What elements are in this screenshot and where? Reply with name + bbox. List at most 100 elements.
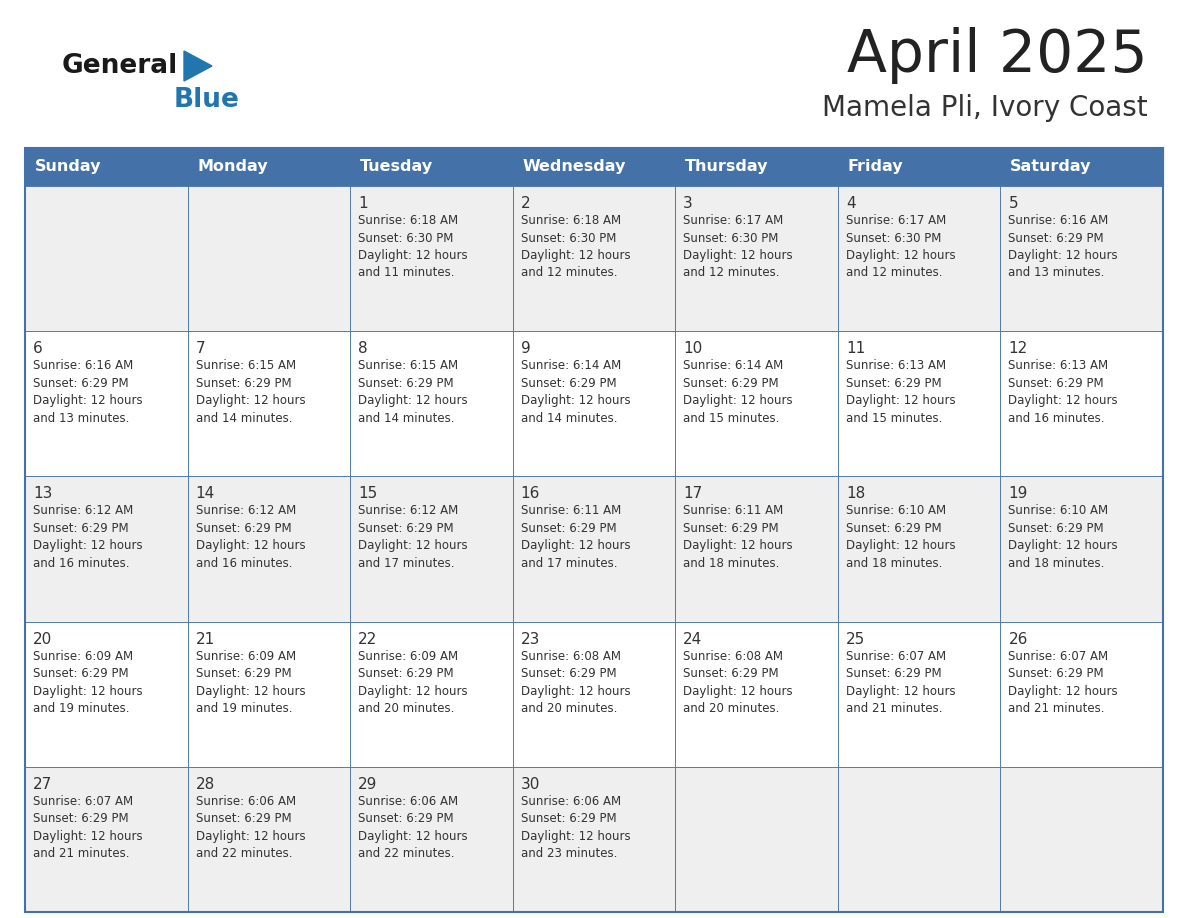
Text: Sunrise: 6:12 AM
Sunset: 6:29 PM
Daylight: 12 hours
and 16 minutes.: Sunrise: 6:12 AM Sunset: 6:29 PM Dayligh… bbox=[196, 504, 305, 570]
Text: 30: 30 bbox=[520, 777, 541, 792]
Text: 28: 28 bbox=[196, 777, 215, 792]
Bar bbox=[513, 331, 675, 476]
Text: Thursday: Thursday bbox=[685, 160, 769, 174]
Text: Wednesday: Wednesday bbox=[523, 160, 626, 174]
Bar bbox=[188, 621, 350, 767]
Text: Sunrise: 6:11 AM
Sunset: 6:29 PM
Daylight: 12 hours
and 17 minutes.: Sunrise: 6:11 AM Sunset: 6:29 PM Dayligh… bbox=[520, 504, 631, 570]
Text: Sunrise: 6:13 AM
Sunset: 6:29 PM
Daylight: 12 hours
and 16 minutes.: Sunrise: 6:13 AM Sunset: 6:29 PM Dayligh… bbox=[1009, 359, 1118, 425]
Text: Sunrise: 6:10 AM
Sunset: 6:29 PM
Daylight: 12 hours
and 18 minutes.: Sunrise: 6:10 AM Sunset: 6:29 PM Dayligh… bbox=[846, 504, 955, 570]
Text: Sunrise: 6:16 AM
Sunset: 6:29 PM
Daylight: 12 hours
and 13 minutes.: Sunrise: 6:16 AM Sunset: 6:29 PM Dayligh… bbox=[1009, 214, 1118, 279]
Text: Sunrise: 6:08 AM
Sunset: 6:29 PM
Daylight: 12 hours
and 20 minutes.: Sunrise: 6:08 AM Sunset: 6:29 PM Dayligh… bbox=[520, 650, 631, 715]
Text: 15: 15 bbox=[358, 487, 378, 501]
Text: Sunrise: 6:14 AM
Sunset: 6:29 PM
Daylight: 12 hours
and 14 minutes.: Sunrise: 6:14 AM Sunset: 6:29 PM Dayligh… bbox=[520, 359, 631, 425]
Text: Sunrise: 6:12 AM
Sunset: 6:29 PM
Daylight: 12 hours
and 17 minutes.: Sunrise: 6:12 AM Sunset: 6:29 PM Dayligh… bbox=[358, 504, 468, 570]
Bar bbox=[350, 476, 513, 621]
Text: Monday: Monday bbox=[197, 160, 268, 174]
Bar bbox=[350, 767, 513, 912]
Bar bbox=[25, 148, 1163, 912]
Text: Tuesday: Tuesday bbox=[360, 160, 432, 174]
Text: Sunrise: 6:08 AM
Sunset: 6:29 PM
Daylight: 12 hours
and 20 minutes.: Sunrise: 6:08 AM Sunset: 6:29 PM Dayligh… bbox=[683, 650, 792, 715]
Bar bbox=[838, 148, 1000, 186]
Bar bbox=[350, 331, 513, 476]
Text: 3: 3 bbox=[683, 196, 693, 211]
Text: Sunrise: 6:16 AM
Sunset: 6:29 PM
Daylight: 12 hours
and 13 minutes.: Sunrise: 6:16 AM Sunset: 6:29 PM Dayligh… bbox=[33, 359, 143, 425]
Text: April 2025: April 2025 bbox=[847, 27, 1148, 84]
Bar bbox=[675, 148, 838, 186]
Bar bbox=[25, 476, 188, 621]
Text: 2: 2 bbox=[520, 196, 530, 211]
Bar bbox=[838, 767, 1000, 912]
Text: 18: 18 bbox=[846, 487, 865, 501]
Bar bbox=[25, 148, 188, 186]
Bar bbox=[25, 186, 188, 331]
Text: 17: 17 bbox=[683, 487, 702, 501]
Text: Sunrise: 6:09 AM
Sunset: 6:29 PM
Daylight: 12 hours
and 19 minutes.: Sunrise: 6:09 AM Sunset: 6:29 PM Dayligh… bbox=[33, 650, 143, 715]
Text: Sunrise: 6:07 AM
Sunset: 6:29 PM
Daylight: 12 hours
and 21 minutes.: Sunrise: 6:07 AM Sunset: 6:29 PM Dayligh… bbox=[846, 650, 955, 715]
Text: Sunrise: 6:17 AM
Sunset: 6:30 PM
Daylight: 12 hours
and 12 minutes.: Sunrise: 6:17 AM Sunset: 6:30 PM Dayligh… bbox=[846, 214, 955, 279]
Text: 20: 20 bbox=[33, 632, 52, 646]
Bar bbox=[1000, 476, 1163, 621]
Text: 14: 14 bbox=[196, 487, 215, 501]
Text: Sunrise: 6:12 AM
Sunset: 6:29 PM
Daylight: 12 hours
and 16 minutes.: Sunrise: 6:12 AM Sunset: 6:29 PM Dayligh… bbox=[33, 504, 143, 570]
Text: 21: 21 bbox=[196, 632, 215, 646]
Text: 29: 29 bbox=[358, 777, 378, 792]
Bar bbox=[1000, 767, 1163, 912]
Bar bbox=[838, 476, 1000, 621]
Text: 9: 9 bbox=[520, 341, 531, 356]
Bar bbox=[513, 767, 675, 912]
Bar bbox=[513, 148, 675, 186]
Bar bbox=[25, 621, 188, 767]
Bar bbox=[1000, 621, 1163, 767]
Text: Sunrise: 6:11 AM
Sunset: 6:29 PM
Daylight: 12 hours
and 18 minutes.: Sunrise: 6:11 AM Sunset: 6:29 PM Dayligh… bbox=[683, 504, 792, 570]
Text: Sunrise: 6:15 AM
Sunset: 6:29 PM
Daylight: 12 hours
and 14 minutes.: Sunrise: 6:15 AM Sunset: 6:29 PM Dayligh… bbox=[196, 359, 305, 425]
Bar bbox=[675, 621, 838, 767]
Text: 26: 26 bbox=[1009, 632, 1028, 646]
Text: Sunrise: 6:18 AM
Sunset: 6:30 PM
Daylight: 12 hours
and 12 minutes.: Sunrise: 6:18 AM Sunset: 6:30 PM Dayligh… bbox=[520, 214, 631, 279]
Bar bbox=[188, 148, 350, 186]
Text: 24: 24 bbox=[683, 632, 702, 646]
Text: Sunrise: 6:18 AM
Sunset: 6:30 PM
Daylight: 12 hours
and 11 minutes.: Sunrise: 6:18 AM Sunset: 6:30 PM Dayligh… bbox=[358, 214, 468, 279]
Bar bbox=[513, 186, 675, 331]
Bar bbox=[513, 476, 675, 621]
Bar bbox=[25, 767, 188, 912]
Text: 1: 1 bbox=[358, 196, 368, 211]
Bar bbox=[675, 476, 838, 621]
Text: Blue: Blue bbox=[173, 87, 240, 113]
Text: Sunrise: 6:15 AM
Sunset: 6:29 PM
Daylight: 12 hours
and 14 minutes.: Sunrise: 6:15 AM Sunset: 6:29 PM Dayligh… bbox=[358, 359, 468, 425]
Bar bbox=[1000, 148, 1163, 186]
Text: 6: 6 bbox=[33, 341, 43, 356]
Text: 22: 22 bbox=[358, 632, 378, 646]
Text: Sunrise: 6:14 AM
Sunset: 6:29 PM
Daylight: 12 hours
and 15 minutes.: Sunrise: 6:14 AM Sunset: 6:29 PM Dayligh… bbox=[683, 359, 792, 425]
Bar bbox=[188, 476, 350, 621]
Text: Sunrise: 6:06 AM
Sunset: 6:29 PM
Daylight: 12 hours
and 22 minutes.: Sunrise: 6:06 AM Sunset: 6:29 PM Dayligh… bbox=[358, 795, 468, 860]
Text: 23: 23 bbox=[520, 632, 541, 646]
Text: 5: 5 bbox=[1009, 196, 1018, 211]
Text: 25: 25 bbox=[846, 632, 865, 646]
Bar bbox=[838, 621, 1000, 767]
Text: Friday: Friday bbox=[847, 160, 903, 174]
Text: 7: 7 bbox=[196, 341, 206, 356]
Bar bbox=[350, 621, 513, 767]
Text: 13: 13 bbox=[33, 487, 52, 501]
Bar bbox=[1000, 186, 1163, 331]
Text: Sunrise: 6:07 AM
Sunset: 6:29 PM
Daylight: 12 hours
and 21 minutes.: Sunrise: 6:07 AM Sunset: 6:29 PM Dayligh… bbox=[1009, 650, 1118, 715]
Text: Sunrise: 6:17 AM
Sunset: 6:30 PM
Daylight: 12 hours
and 12 minutes.: Sunrise: 6:17 AM Sunset: 6:30 PM Dayligh… bbox=[683, 214, 792, 279]
Text: Sunrise: 6:06 AM
Sunset: 6:29 PM
Daylight: 12 hours
and 23 minutes.: Sunrise: 6:06 AM Sunset: 6:29 PM Dayligh… bbox=[520, 795, 631, 860]
Text: Sunrise: 6:07 AM
Sunset: 6:29 PM
Daylight: 12 hours
and 21 minutes.: Sunrise: 6:07 AM Sunset: 6:29 PM Dayligh… bbox=[33, 795, 143, 860]
Bar bbox=[513, 621, 675, 767]
Bar bbox=[675, 767, 838, 912]
Bar bbox=[350, 148, 513, 186]
Bar bbox=[188, 767, 350, 912]
Bar bbox=[675, 186, 838, 331]
Text: 16: 16 bbox=[520, 487, 541, 501]
Text: 12: 12 bbox=[1009, 341, 1028, 356]
Text: Sunrise: 6:10 AM
Sunset: 6:29 PM
Daylight: 12 hours
and 18 minutes.: Sunrise: 6:10 AM Sunset: 6:29 PM Dayligh… bbox=[1009, 504, 1118, 570]
Bar bbox=[188, 186, 350, 331]
Bar bbox=[838, 331, 1000, 476]
Text: 4: 4 bbox=[846, 196, 855, 211]
Text: 27: 27 bbox=[33, 777, 52, 792]
Text: Sunday: Sunday bbox=[34, 160, 101, 174]
Text: Sunrise: 6:06 AM
Sunset: 6:29 PM
Daylight: 12 hours
and 22 minutes.: Sunrise: 6:06 AM Sunset: 6:29 PM Dayligh… bbox=[196, 795, 305, 860]
Bar bbox=[838, 186, 1000, 331]
Text: 19: 19 bbox=[1009, 487, 1028, 501]
